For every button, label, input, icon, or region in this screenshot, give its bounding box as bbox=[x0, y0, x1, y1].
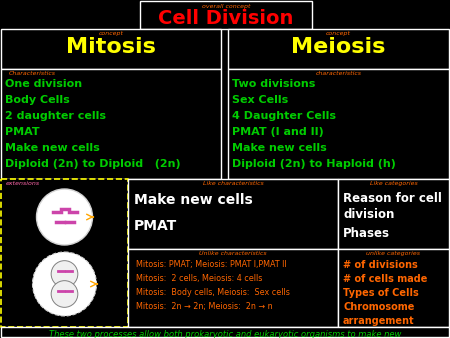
Bar bbox=[1, 69, 221, 179]
Text: Phases: Phases bbox=[343, 227, 390, 240]
Text: Types of Cells: Types of Cells bbox=[343, 288, 419, 298]
Text: Like categories: Like categories bbox=[369, 181, 418, 186]
Text: Make new cells: Make new cells bbox=[5, 143, 100, 153]
Text: Mitosis: Mitosis bbox=[66, 37, 156, 57]
Text: One division: One division bbox=[5, 79, 82, 89]
Text: Reason for cell: Reason for cell bbox=[343, 192, 442, 205]
Text: Sex Cells: Sex Cells bbox=[232, 95, 288, 105]
Text: arrangement: arrangement bbox=[343, 316, 414, 326]
Text: concept: concept bbox=[99, 31, 123, 36]
Circle shape bbox=[32, 252, 96, 316]
Text: division: division bbox=[343, 208, 394, 221]
Text: Make new cells: Make new cells bbox=[134, 193, 253, 207]
Text: 4 Daughter Cells: 4 Daughter Cells bbox=[232, 111, 336, 121]
Circle shape bbox=[36, 189, 93, 245]
Text: Cell Division: Cell Division bbox=[158, 9, 294, 28]
Text: Unlike characteristics: Unlike characteristics bbox=[199, 251, 267, 256]
Bar bbox=[338, 179, 449, 249]
Text: Like characteristics: Like characteristics bbox=[202, 181, 263, 186]
Circle shape bbox=[51, 281, 78, 307]
Text: Diploid (2n) to Diploid   (2n): Diploid (2n) to Diploid (2n) bbox=[5, 159, 180, 169]
Text: # of cells made: # of cells made bbox=[343, 274, 427, 284]
Bar bbox=[1, 327, 449, 337]
Bar bbox=[140, 1, 312, 29]
Text: unlike categories: unlike categories bbox=[366, 251, 420, 256]
Bar bbox=[338, 249, 449, 327]
Text: Diploid (2n) to Haploid (h): Diploid (2n) to Haploid (h) bbox=[232, 159, 396, 169]
Text: Make new cells: Make new cells bbox=[232, 143, 327, 153]
Text: overall concept: overall concept bbox=[202, 4, 250, 9]
Text: PMAT (I and II): PMAT (I and II) bbox=[232, 127, 324, 137]
Text: Body Cells: Body Cells bbox=[5, 95, 70, 105]
Text: Two divisions: Two divisions bbox=[232, 79, 315, 89]
Bar bbox=[128, 179, 338, 249]
Bar bbox=[1, 179, 128, 327]
Bar bbox=[228, 69, 449, 179]
Text: extensions: extensions bbox=[6, 181, 40, 186]
Text: These two processes allow both prokaryotic and eukaryotic organisms to make new
: These two processes allow both prokaryot… bbox=[49, 330, 401, 338]
Text: Mitosis:  2 cells, Meiosis: 4 cells: Mitosis: 2 cells, Meiosis: 4 cells bbox=[136, 274, 262, 283]
Text: PMAT: PMAT bbox=[134, 219, 177, 233]
Text: # of divisions: # of divisions bbox=[343, 260, 418, 270]
Text: Chromosome: Chromosome bbox=[343, 302, 414, 312]
Text: Mitosis: PMAT; Meiosis: PMAT I,PMAT II: Mitosis: PMAT; Meiosis: PMAT I,PMAT II bbox=[136, 260, 287, 269]
Bar bbox=[1, 29, 221, 69]
Bar bbox=[128, 249, 338, 327]
Text: Characteristics: Characteristics bbox=[9, 71, 56, 76]
Text: Mitosis:  Body cells, Meiosis:  Sex cells: Mitosis: Body cells, Meiosis: Sex cells bbox=[136, 288, 290, 297]
Circle shape bbox=[51, 261, 78, 287]
Text: 2 daughter cells: 2 daughter cells bbox=[5, 111, 106, 121]
Text: PMAT: PMAT bbox=[5, 127, 40, 137]
Text: characteristics: characteristics bbox=[315, 71, 361, 76]
Bar bbox=[228, 29, 449, 69]
Text: concept: concept bbox=[326, 31, 351, 36]
Text: Meiosis: Meiosis bbox=[291, 37, 386, 57]
Text: Mitosis:  2n → 2n; Meiosis:  2n → n: Mitosis: 2n → 2n; Meiosis: 2n → n bbox=[136, 302, 273, 311]
